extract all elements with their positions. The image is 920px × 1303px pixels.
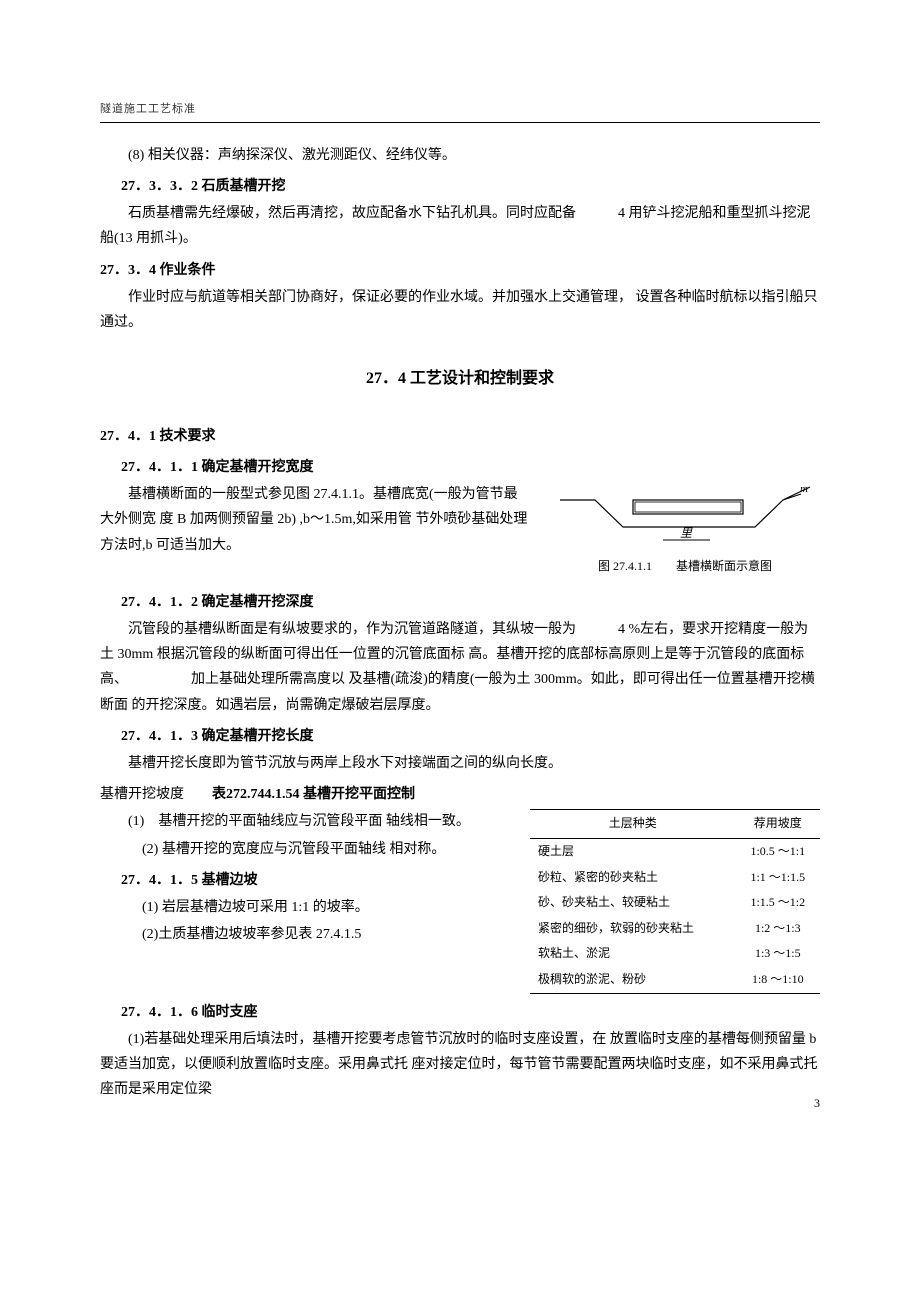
table-row: 软粘土、淤泥1:3 〜1:5 (530, 941, 820, 967)
table-header-slope: 荐用坡度 (736, 810, 820, 839)
section-27-4-1-1-title: 27．4．1．1 确定基槽开挖宽度 (100, 455, 820, 480)
table-header-row: 土层种类 荐用坡度 (530, 810, 820, 839)
fig-label-m: m (800, 483, 808, 495)
section-27-3-3-2-body: 石质基槽需先经爆破，然后再清挖，故应配备水下钻孔机具。同时应配备 4 用铲斗挖泥… (100, 201, 820, 251)
section-27-4-1-2-title: 27．4．1．2 确定基槽开挖深度 (100, 590, 820, 615)
slope-table: 土层种类 荐用坡度 硬土层1:0.5 〜1:1 砂粒、紧密的砂夹粘土1:1 〜1… (530, 809, 820, 993)
table-header-soil: 土层种类 (530, 810, 736, 839)
figure-27-4-1-1: m 里 图 27.4.1.1 基槽横断面示意图 (550, 482, 820, 578)
fig-label-b: 里 (680, 526, 693, 540)
heading-27-4: 27．4 工艺设计和控制要求 (100, 365, 820, 394)
table-row: 砂粒、紧密的砂夹粘土1:1 〜1:1.5 (530, 865, 820, 891)
table-row: 砂、砂夹粘土、较硬粘土1:1.5 〜1:2 (530, 890, 820, 916)
section-27-4-1-title: 27．4．1 技术要求 (100, 424, 820, 449)
section-27-4-1-3-body: 基槽开挖长度即为管节沉放与两岸上段水下对接端面之间的纵向长度。 (100, 751, 820, 776)
table-row: 硬土层1:0.5 〜1:1 (530, 838, 820, 864)
section-27-3-4-title: 27．3．4 作业条件 (100, 258, 820, 283)
section-27-4-1-3-title: 27．4．1．3 确定基槽开挖长度 (100, 724, 820, 749)
running-header: 隧道施工工艺标准 (100, 100, 820, 123)
section-27-3-3-2-title: 27．3．3．2 石质基槽开挖 (100, 174, 820, 199)
table-row: 极稠软的淤泥、粉砂1:8 〜1:10 (530, 967, 820, 993)
section-27-4-1-4-title-rest: 基槽开挖平面控制 (300, 787, 416, 802)
section-27-4-1-6-body: (1)若基础处理采用后填法时，基槽开挖要考虑管节沉放时的临时支座设置，在 放置临… (100, 1027, 820, 1103)
section-27-4-1-2-body: 沉管段的基槽纵断面是有纵坡要求的，作为沉管道路隧道，其纵坡一般为 4 %左右，要… (100, 617, 820, 718)
table-row: 紧密的细砂，软弱的砂夹粘土1:2 〜1:3 (530, 916, 820, 942)
section-27-4-1-6-title: 27．4．1．6 临时支座 (100, 1000, 820, 1025)
cross-section-diagram: m 里 (555, 482, 815, 552)
section-27-4-1-4-title: 表272.744.1.54 基槽开挖平面控制 (100, 782, 820, 807)
overlapped-number: 表272.744.1.54 (156, 782, 300, 807)
page-number: 3 (814, 1093, 820, 1115)
figure-caption: 图 27.4.1.1 基槽横断面示意图 (550, 556, 820, 578)
section-27-3-4-body: 作业时应与航道等相关部门协商好，保证必要的作业水域。并加强水上交通管理， 设置各… (100, 285, 820, 335)
paragraph-item-8: (8) 相关仪器：声纳探深仪、激光测距仪、经纬仪等。 (100, 143, 820, 168)
